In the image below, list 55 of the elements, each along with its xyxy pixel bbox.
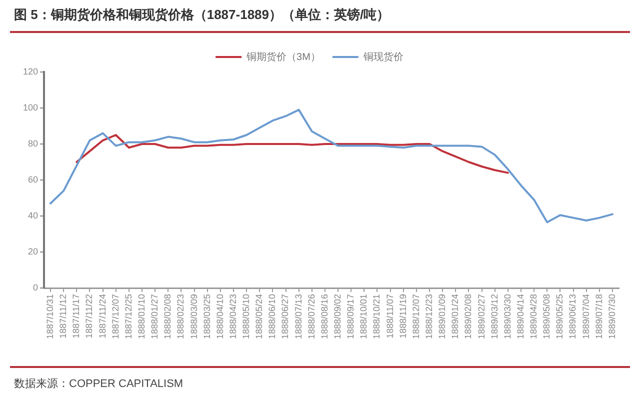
x-tick-label: 1889/05/08 bbox=[542, 294, 552, 340]
x-tick-label: 1889/07/18 bbox=[594, 294, 604, 340]
x-tick-label: 1888/03/25 bbox=[202, 294, 212, 340]
y-tick-label: 0 bbox=[32, 282, 38, 292]
x-tick-label: 1888/07/26 bbox=[306, 294, 316, 340]
x-tick-label: 1889/01/24 bbox=[450, 294, 460, 340]
x-tick-label: 1888/03/09 bbox=[188, 294, 199, 340]
x-tick-label: 1887/12/07 bbox=[110, 294, 120, 340]
x-tick-label: 1887/10/31 bbox=[45, 294, 56, 340]
x-tick-label: 1889/02/27 bbox=[476, 294, 486, 340]
x-tick-label: 1888/01/27 bbox=[150, 294, 160, 340]
x-tick-label: 1887/11/24 bbox=[97, 294, 108, 338]
x-tick-label: 1888/10/01 bbox=[358, 294, 369, 340]
x-tick-label: 1888/07/13 bbox=[293, 294, 304, 340]
x-tick-label: 1889/03/30 bbox=[502, 294, 512, 340]
y-tick-label: 40 bbox=[28, 210, 38, 220]
x-tick-label: 1888/05/10 bbox=[241, 294, 252, 340]
x-tick-label: 1888/11/07 bbox=[384, 294, 395, 338]
y-tick-label: 60 bbox=[28, 174, 38, 184]
x-tick-label: 1888/05/24 bbox=[254, 294, 264, 340]
x-tick-label: 1889/04/28 bbox=[528, 294, 539, 340]
x-tick-label: 1889/05/25 bbox=[554, 294, 565, 340]
x-tick-label: 1888/11/19 bbox=[398, 294, 408, 338]
x-tick-label: 1889/06/13 bbox=[568, 294, 578, 340]
x-tick-label: 1888/08/16 bbox=[319, 294, 330, 340]
x-tick-label: 1889/07/04 bbox=[580, 294, 591, 340]
x-tick-label: 1888/04/10 bbox=[214, 294, 225, 340]
x-tick-label: 1888/12/07 bbox=[410, 294, 421, 340]
x-tick-label: 1888/09/17 bbox=[346, 294, 356, 340]
legend-label: 铜现货价 bbox=[362, 50, 404, 63]
x-tick-label: 1888/10/21 bbox=[372, 294, 382, 340]
x-tick-label: 1889/01/09 bbox=[437, 294, 448, 340]
x-tick-label: 1888/04/23 bbox=[228, 294, 238, 340]
x-tick-label: 1889/07/30 bbox=[606, 294, 617, 340]
x-tick-label: 1888/06/10 bbox=[267, 294, 278, 340]
legend-label: 铜期货价（3M） bbox=[246, 50, 320, 63]
x-tick-label: 1888/09/02 bbox=[332, 294, 343, 340]
y-tick-label: 20 bbox=[28, 246, 38, 256]
chart-title: 图 5：铜期货价格和铜现货价格（1887-1889）（单位：英镑/吨） bbox=[10, 6, 630, 33]
x-tick-label: 1889/02/08 bbox=[463, 294, 474, 340]
x-tick-label: 1887/11/22 bbox=[84, 294, 94, 338]
x-tick-label: 1888/02/08 bbox=[162, 294, 173, 340]
x-tick-label: 1888/12/23 bbox=[424, 294, 434, 340]
x-tick-label: 1887/11/17 bbox=[71, 294, 82, 338]
x-tick-label: 1887/12/25 bbox=[123, 294, 134, 340]
source-note: 数据来源：COPPER CAPITALISM bbox=[14, 377, 184, 391]
y-tick-label: 100 bbox=[22, 102, 38, 112]
x-tick-label: 1887/11/12 bbox=[58, 294, 68, 338]
x-tick-label: 1889/04/14 bbox=[515, 294, 526, 340]
x-tick-label: 1888/02/23 bbox=[176, 294, 186, 340]
x-tick-label: 1888/01/10 bbox=[136, 294, 146, 340]
y-tick-label: 80 bbox=[28, 138, 38, 148]
x-tick-label: 1889/03/12 bbox=[489, 294, 500, 340]
x-tick-label: 1888/06/27 bbox=[280, 294, 290, 340]
y-tick-label: 120 bbox=[22, 66, 38, 76]
